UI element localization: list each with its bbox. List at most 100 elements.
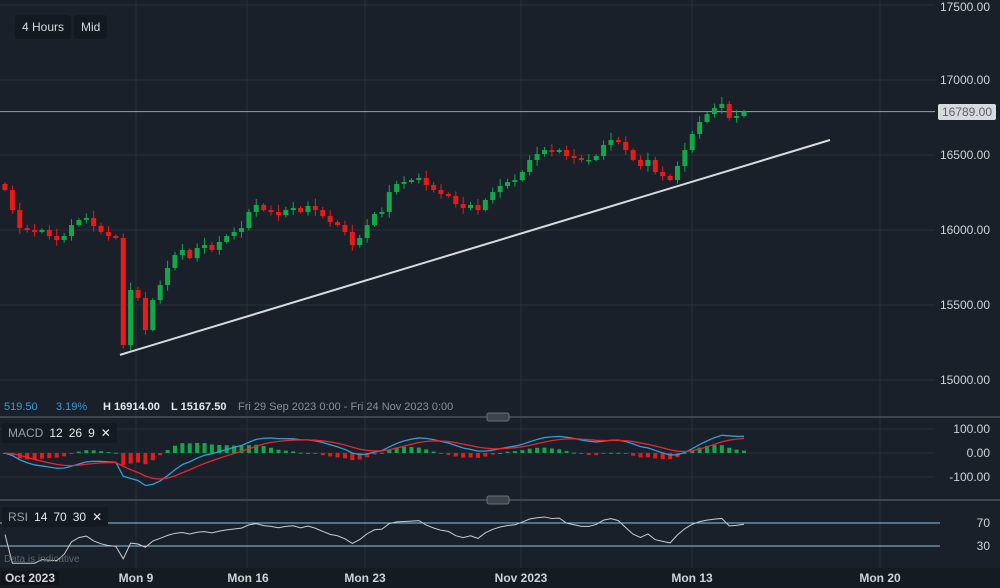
close-icon[interactable]: ✕ xyxy=(100,426,111,440)
candle-body xyxy=(54,236,60,241)
macd-histogram-bar xyxy=(712,445,717,453)
macd-histogram-bar xyxy=(409,446,414,453)
change-percent: 3.19% xyxy=(56,401,88,413)
price-type-button[interactable]: Mid xyxy=(74,15,108,39)
macd-histogram-bar xyxy=(601,453,606,454)
macd-histogram-bar xyxy=(690,450,695,453)
macd-histogram-bar xyxy=(653,453,658,459)
candle-body xyxy=(386,192,392,212)
candle-body xyxy=(438,189,444,194)
macd-histogram-bar xyxy=(446,453,451,455)
macd-tick: 100.00 xyxy=(953,422,990,436)
macd-histogram-bar xyxy=(254,444,259,453)
rsi-tick: 30 xyxy=(976,539,990,553)
macd-histogram-bar xyxy=(113,452,118,454)
candle-body xyxy=(719,104,725,109)
panel-resize-handle[interactable] xyxy=(486,412,510,422)
candle-body xyxy=(290,207,296,211)
candle-body xyxy=(2,183,8,190)
candle-body xyxy=(541,150,547,154)
macd-histogram-bar xyxy=(594,453,599,455)
macd-histogram-bar xyxy=(439,453,444,454)
candle-body xyxy=(704,114,710,122)
candle-body xyxy=(460,204,466,208)
candle-body xyxy=(431,185,437,190)
candle-body xyxy=(320,210,326,217)
macd-histogram-bar xyxy=(313,453,318,454)
candle-body xyxy=(697,122,703,134)
candle-body xyxy=(9,189,15,211)
macd-histogram-bar xyxy=(549,448,554,453)
macd-histogram-bar xyxy=(542,447,547,453)
candle-body xyxy=(327,216,333,223)
macd-histogram-bar xyxy=(136,453,141,463)
macd-histogram-bar xyxy=(490,453,495,455)
macd-signal-line xyxy=(4,437,745,480)
macd-histogram-bar xyxy=(557,449,562,453)
macd-label[interactable]: MACD 12 26 9 ✕ xyxy=(2,423,117,443)
macd-histogram-bar xyxy=(305,452,310,454)
macd-histogram-bar xyxy=(84,450,89,453)
candle-body xyxy=(453,195,459,205)
candle-body xyxy=(39,230,45,232)
candle-body xyxy=(549,150,555,152)
macd-histogram-bar xyxy=(357,453,362,460)
trendline xyxy=(119,139,831,356)
macd-histogram-bar xyxy=(372,453,377,455)
candle-body xyxy=(564,150,570,157)
macd-histogram-bar xyxy=(461,453,466,458)
candle-body xyxy=(527,159,533,172)
rsi-label[interactable]: RSI 14 70 30 ✕ xyxy=(2,507,109,527)
macd-histogram-bar xyxy=(320,453,325,456)
candle-body xyxy=(615,140,621,142)
macd-tick: -100.00 xyxy=(949,470,990,484)
timeframe-button[interactable]: 4 Hours xyxy=(15,15,72,39)
rsi-tick: 70 xyxy=(976,516,990,530)
rsi-upper: 70 xyxy=(53,510,67,524)
macd-histogram-bar xyxy=(734,449,739,453)
macd-histogram-bar xyxy=(468,453,473,458)
candle-body xyxy=(571,156,577,158)
macd-histogram-bar xyxy=(586,453,591,455)
macd-histogram-bar xyxy=(39,453,44,459)
candle-body xyxy=(83,218,89,220)
macd-histogram-bar xyxy=(660,453,665,459)
macd-histogram-bar xyxy=(431,451,436,453)
candle-body xyxy=(312,206,318,211)
macd-histogram-bar xyxy=(697,447,702,453)
date-range: Fri 29 Sep 2023 0:00 - Fri 24 Nov 2023 0… xyxy=(238,401,454,413)
candle-body xyxy=(660,171,666,176)
candle-body xyxy=(142,297,148,331)
candle-body xyxy=(497,186,503,193)
candle-body xyxy=(674,165,680,181)
candle-body xyxy=(711,108,717,115)
macd-histogram-bar xyxy=(579,453,584,455)
macd-histogram-bar xyxy=(350,453,355,461)
macd-histogram-bar xyxy=(202,443,207,453)
low-value: L 15167.50 xyxy=(171,401,227,413)
macd-histogram-bar xyxy=(379,452,384,454)
candle-body xyxy=(105,231,111,236)
candle-body xyxy=(120,237,126,346)
candle-body xyxy=(335,222,341,226)
price-tick: 15500.00 xyxy=(939,298,990,312)
macd-histogram-bar xyxy=(727,447,732,453)
panel-resize-handle[interactable] xyxy=(486,495,510,505)
price-tick: 16000.00 xyxy=(939,223,990,237)
close-icon[interactable]: ✕ xyxy=(92,510,103,524)
x-tick: Oct 2023 xyxy=(0,571,60,585)
candle-body xyxy=(46,230,52,236)
macd-histogram-bar xyxy=(91,450,96,453)
macd-histogram-bar xyxy=(62,453,67,457)
candle-body xyxy=(586,159,592,162)
candle-body xyxy=(490,192,496,200)
macd-histogram-bar xyxy=(291,451,296,453)
macd-histogram-bar xyxy=(616,452,621,454)
macd-histogram-bar xyxy=(195,442,200,453)
macd-histogram-bar xyxy=(512,451,517,453)
macd-histogram-bar xyxy=(106,452,111,454)
time-axis xyxy=(0,568,1000,588)
candle-body xyxy=(423,177,429,185)
candle-body xyxy=(357,237,363,245)
